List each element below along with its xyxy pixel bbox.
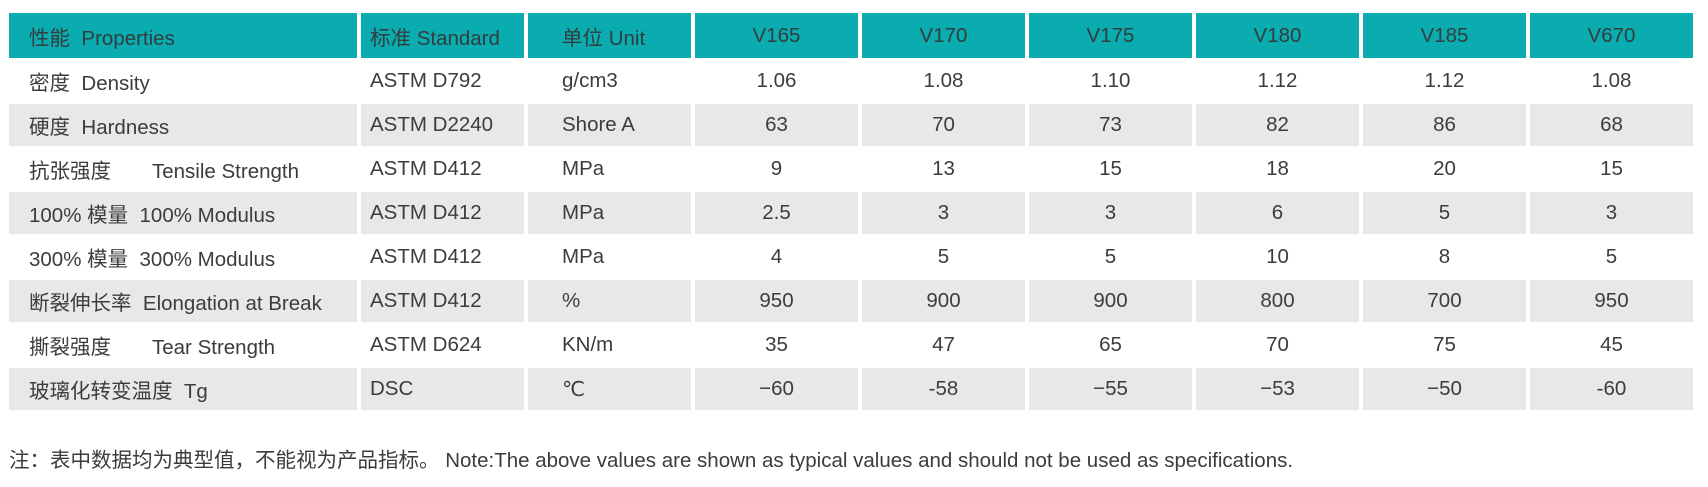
value-cell: 6 [1196, 192, 1359, 234]
property-cell: 撕裂强度 Tear Strength [9, 324, 357, 366]
value-cell: −50 [1363, 368, 1526, 410]
value-cell: 1.12 [1363, 60, 1526, 102]
table-header-row: 性能 Properties 标准 Standard 单位 Unit V165 V… [9, 13, 1693, 58]
column-header-standard: 标准 Standard [361, 13, 524, 58]
unit-cell: MPa [528, 236, 691, 278]
property-cell: 抗张强度 Tensile Strength [9, 148, 357, 190]
value-cell: 70 [1196, 324, 1359, 366]
unit-cell: Shore A [528, 104, 691, 146]
value-cell: 5 [1029, 236, 1192, 278]
standard-cell: DSC [361, 368, 524, 410]
column-header-v170: V170 [862, 13, 1025, 58]
value-cell: 5 [1530, 236, 1693, 278]
standard-cell: ASTM D2240 [361, 104, 524, 146]
value-cell: 1.10 [1029, 60, 1192, 102]
value-cell: 900 [862, 280, 1025, 322]
table-row-tensile-strength: 抗张强度 Tensile Strength ASTM D412 MPa 9 13… [9, 148, 1693, 190]
standard-cell: ASTM D412 [361, 148, 524, 190]
unit-cell: ℃ [528, 368, 691, 410]
standard-cell: ASTM D792 [361, 60, 524, 102]
value-cell: 700 [1363, 280, 1526, 322]
value-cell: 15 [1530, 148, 1693, 190]
value-cell: 900 [1029, 280, 1192, 322]
value-cell: −60 [695, 368, 858, 410]
standard-cell: ASTM D624 [361, 324, 524, 366]
value-cell: 3 [1530, 192, 1693, 234]
footnote: 注：表中数据均为典型值，不能视为产品指标。 Note:The above val… [9, 449, 1294, 472]
unit-cell: g/cm3 [528, 60, 691, 102]
property-cell: 硬度 Hardness [9, 104, 357, 146]
value-cell: 47 [862, 324, 1025, 366]
column-header-unit: 单位 Unit [528, 13, 691, 58]
value-cell: 1.08 [1530, 60, 1693, 102]
column-header-v165: V165 [695, 13, 858, 58]
property-cell: 300% 模量 300% Modulus [9, 236, 357, 278]
standard-cell: ASTM D412 [361, 280, 524, 322]
property-cell: 断裂伸长率 Elongation at Break [9, 280, 357, 322]
value-cell: 86 [1363, 104, 1526, 146]
value-cell: 1.08 [862, 60, 1025, 102]
table-row-elongation: 断裂伸长率 Elongation at Break ASTM D412 % 95… [9, 280, 1693, 322]
value-cell: 63 [695, 104, 858, 146]
value-cell: 8 [1363, 236, 1526, 278]
value-cell: 800 [1196, 280, 1359, 322]
table-row-density: 密度 Density ASTM D792 g/cm3 1.06 1.08 1.1… [9, 60, 1693, 102]
value-cell: 3 [862, 192, 1025, 234]
value-cell: 82 [1196, 104, 1359, 146]
table-row-300-modulus: 300% 模量 300% Modulus ASTM D412 MPa 4 5 5… [9, 236, 1693, 278]
unit-cell: MPa [528, 192, 691, 234]
value-cell: 68 [1530, 104, 1693, 146]
value-cell: 10 [1196, 236, 1359, 278]
value-cell: 950 [1530, 280, 1693, 322]
column-header-properties: 性能 Properties [9, 13, 357, 58]
standard-cell: ASTM D412 [361, 192, 524, 234]
value-cell: 3 [1029, 192, 1192, 234]
standard-cell: ASTM D412 [361, 236, 524, 278]
value-cell: -58 [862, 368, 1025, 410]
value-cell: 73 [1029, 104, 1192, 146]
value-cell: 20 [1363, 148, 1526, 190]
value-cell: 950 [695, 280, 858, 322]
property-cell: 100% 模量 100% Modulus [9, 192, 357, 234]
column-header-v185: V185 [1363, 13, 1526, 58]
property-cell: 密度 Density [9, 60, 357, 102]
value-cell: −53 [1196, 368, 1359, 410]
unit-cell: MPa [528, 148, 691, 190]
table-row-100-modulus: 100% 模量 100% Modulus ASTM D412 MPa 2.5 3… [9, 192, 1693, 234]
value-cell: 2.5 [695, 192, 858, 234]
properties-table: 性能 Properties 标准 Standard 单位 Unit V165 V… [5, 11, 1697, 412]
value-cell: 1.12 [1196, 60, 1359, 102]
value-cell: 4 [695, 236, 858, 278]
property-cell: 玻璃化转变温度 Tg [9, 368, 357, 410]
value-cell: 13 [862, 148, 1025, 190]
value-cell: 65 [1029, 324, 1192, 366]
table-row-hardness: 硬度 Hardness ASTM D2240 Shore A 63 70 73 … [9, 104, 1693, 146]
value-cell: −55 [1029, 368, 1192, 410]
table-row-tg: 玻璃化转变温度 Tg DSC ℃ −60 -58 −55 −53 −50 -60 [9, 368, 1693, 410]
column-header-v175: V175 [1029, 13, 1192, 58]
value-cell: 1.06 [695, 60, 858, 102]
value-cell: 9 [695, 148, 858, 190]
value-cell: 35 [695, 324, 858, 366]
unit-cell: KN/m [528, 324, 691, 366]
value-cell: 5 [1363, 192, 1526, 234]
table-row-tear-strength: 撕裂强度 Tear Strength ASTM D624 KN/m 35 47 … [9, 324, 1693, 366]
value-cell: 18 [1196, 148, 1359, 190]
column-header-v180: V180 [1196, 13, 1359, 58]
column-header-v670: V670 [1530, 13, 1693, 58]
value-cell: 15 [1029, 148, 1192, 190]
value-cell: 5 [862, 236, 1025, 278]
value-cell: 70 [862, 104, 1025, 146]
value-cell: 45 [1530, 324, 1693, 366]
value-cell: 75 [1363, 324, 1526, 366]
unit-cell: % [528, 280, 691, 322]
value-cell: -60 [1530, 368, 1693, 410]
